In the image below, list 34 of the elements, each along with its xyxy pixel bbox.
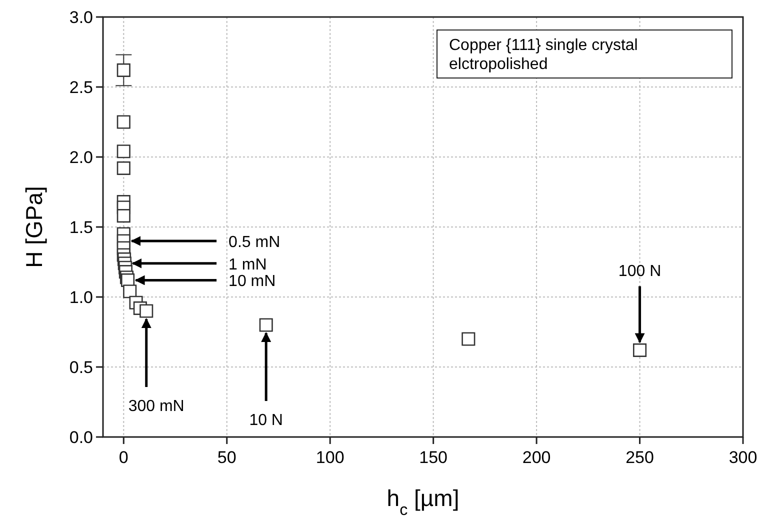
y-tick-label: 3.0 [69, 8, 93, 27]
y-tick-label: 2.0 [69, 148, 93, 167]
point [462, 332, 476, 346]
annotation: 1 mN [228, 256, 267, 274]
annotation: 10 mN [228, 273, 276, 290]
point [259, 318, 273, 332]
y-tick-label: 1.5 [69, 218, 93, 237]
x-axis-title: h$_{c}$ [µm] [386, 485, 460, 519]
annotation: 300 mN [128, 398, 184, 415]
point [116, 209, 130, 223]
y-axis-title: H [GPa] [21, 186, 47, 268]
point [116, 144, 130, 158]
text-box: Copper {111} single crystal elctropolished [436, 30, 732, 78]
point [116, 115, 130, 129]
x-tick-label: 0 [118, 448, 128, 467]
point [116, 63, 130, 77]
y-tick-label: 1.0 [69, 288, 93, 307]
x-tick-label: 300 [728, 448, 758, 467]
x-tick-label: 150 [419, 448, 448, 467]
point [123, 284, 137, 298]
x-tick-label: 200 [522, 448, 551, 467]
y-tick-label: 0.5 [69, 358, 93, 377]
annotation: 100 N [618, 263, 662, 280]
annotation: Copper {111} single crystal elctropolished [449, 37, 638, 73]
x-tick-label: 50 [217, 448, 236, 467]
annotation: 10 N [249, 412, 283, 429]
point [116, 161, 130, 175]
point [140, 304, 154, 318]
annotation: 0.5 mN [228, 234, 280, 251]
y-tick-label: 2.5 [69, 78, 93, 97]
x-tick-label: 100 [316, 448, 344, 467]
point [633, 343, 647, 357]
y-tick-label: 0.0 [69, 428, 93, 447]
x-tick-label: 250 [626, 448, 654, 467]
